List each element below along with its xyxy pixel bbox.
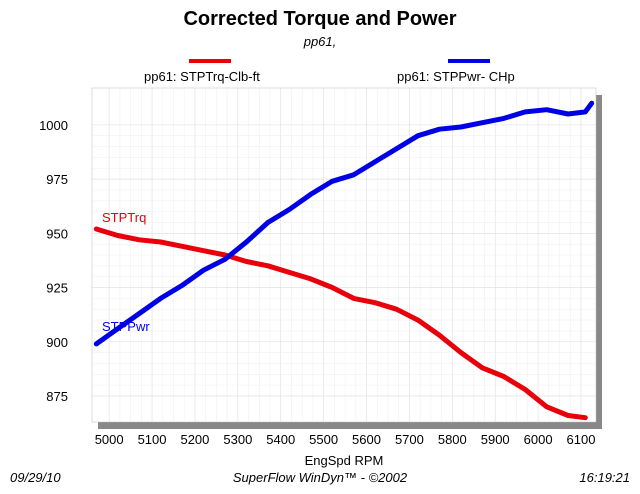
chart-subtitle: pp61, (303, 34, 337, 49)
series-label-power: STPPwr (102, 319, 150, 334)
legend-swatch-torque (189, 59, 231, 63)
y-tick-label: 925 (46, 281, 68, 296)
x-tick-label: 5200 (180, 432, 209, 447)
footer-software: SuperFlow WinDyn™ - ©2002 (232, 470, 408, 485)
x-tick-label: 5600 (352, 432, 381, 447)
x-tick-label: 5700 (395, 432, 424, 447)
x-tick-label: 5500 (309, 432, 338, 447)
legend-label-power: pp61: STPPwr- CHp (397, 69, 515, 84)
x-tick-label: 5000 (95, 432, 124, 447)
x-tick-label: 5900 (481, 432, 510, 447)
legend-swatch-power (448, 59, 490, 63)
x-axis-label: EngSpd RPM (305, 453, 384, 468)
y-tick-label: 975 (46, 172, 68, 187)
y-tick-label: 950 (46, 226, 68, 241)
footer-time: 16:19:21 (579, 470, 630, 485)
series-line-stptrq (93, 226, 588, 421)
series-line-stppwr (93, 100, 595, 347)
footer-date: 09/29/10 (10, 470, 61, 485)
x-tick-label: 5400 (266, 432, 295, 447)
x-tick-label: 5100 (138, 432, 167, 447)
grid-lines (92, 88, 596, 422)
series-group (93, 100, 595, 421)
y-tick-label: 900 (46, 335, 68, 350)
x-tick-label: 6100 (567, 432, 596, 447)
x-tick-label: 5800 (438, 432, 467, 447)
x-tick-label: 6000 (524, 432, 553, 447)
y-axis-ticks: 875 900 925 950 975 1000 (39, 118, 68, 404)
legend-label-torque: pp61: STPTrq-Clb-ft (144, 69, 260, 84)
y-tick-label: 875 (46, 389, 68, 404)
y-tick-label: 1000 (39, 118, 68, 133)
x-tick-label: 5300 (223, 432, 252, 447)
x-axis-ticks: 5000 5100 5200 5300 5400 5500 5600 5700 5800 5900… (95, 432, 596, 447)
series-label-torque: STPTrq (102, 210, 146, 225)
chart-title: Corrected Torque and Power (183, 8, 457, 30)
